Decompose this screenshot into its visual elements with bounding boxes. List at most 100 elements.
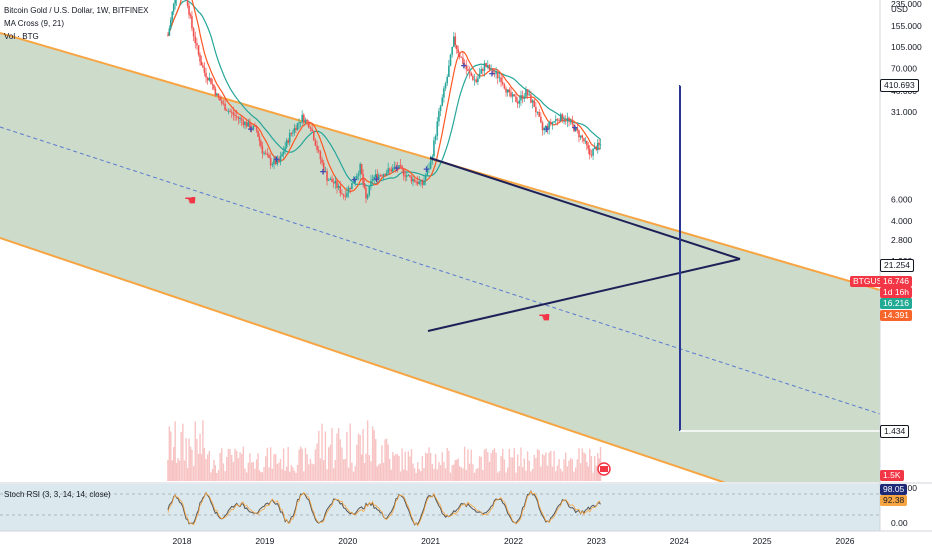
volume-bar [268,467,270,481]
rsi-legend[interactable]: Stoch RSI (3, 3, 14, 14, close) [4,490,111,499]
volume-bar [271,468,274,481]
candle-body [349,187,352,190]
candle-body [538,111,540,117]
candle-body [428,168,430,170]
volume-bar [399,471,402,481]
volume-bar [540,466,542,481]
flag-icon-stripe [600,466,608,472]
candle-body [467,69,469,71]
candle-body [327,179,330,181]
candle-body [500,77,502,83]
volume-bar [290,464,292,481]
candle-body [260,140,262,147]
volume-bar [568,460,570,481]
volume-bar [398,456,400,481]
candle-body [477,78,479,82]
candle-body [242,120,245,126]
ma-cross-legend[interactable]: MA Cross (9, 21) [4,19,65,28]
volume-bar [406,470,408,481]
candle-body [216,93,218,96]
candle-body [303,114,305,123]
volume-bar [498,471,501,481]
time-axis[interactable]: 2018 2019 2020 2021 2022 2023 2024 2025 2026 [173,536,855,546]
volume-bar [359,435,361,481]
volume-bar [208,450,211,481]
volume-bar [186,468,189,481]
candle-body [285,140,288,148]
price-tick-label: 4.000 [891,216,913,226]
currency-label: USD [891,5,908,14]
candle-body [197,45,200,55]
candle-body [249,122,251,129]
candle-body [578,130,580,138]
volume-bar [365,453,367,481]
candle-body [498,77,501,79]
rsi-tick-label: 0.00 [891,518,908,528]
candle-body [342,194,345,197]
volume-bar [269,447,272,481]
candles [167,0,602,204]
volume-bar [587,466,589,481]
volume-bar [511,457,514,481]
chart-title: Bitcoin Gold / U.S. Dollar, 1W, BITFINEX [4,6,149,15]
candle-body [230,111,233,113]
candle-body [455,45,458,50]
candle-body [172,3,175,12]
symbol-badge[interactable]: BTGUSD [850,276,892,287]
volume-bar [293,470,296,481]
volume-bar [276,464,279,481]
triangle-upper-line [429,157,741,260]
volume-bar [390,469,392,481]
candle-body [298,122,300,124]
candle-body [296,123,299,131]
candle-body [441,97,444,106]
volume-bar [478,456,481,481]
candle-body [561,114,564,121]
candle-body [281,153,283,157]
volume-bar [477,468,479,481]
candle-body [405,175,408,177]
volume-bar [433,468,435,481]
volume-bar [515,472,517,481]
candle-body [344,196,347,197]
candle-body [329,178,332,180]
volume-bar [467,449,469,481]
cross-marker: + [543,124,549,136]
volume-bar [506,467,509,481]
hand-icon: ☚ [538,309,551,325]
volume-bar [493,448,496,481]
volume-legend[interactable]: Vol · BTG [4,32,39,41]
volume-bar [279,458,282,481]
candle-body [540,116,542,123]
candle-body [495,72,497,74]
volume-bar [202,420,204,481]
time-tick-label: 2025 [753,536,772,546]
candle-body [449,54,452,66]
candle-body [366,194,369,199]
volume-bar [485,448,487,481]
candle-body [545,125,547,128]
volume-bar [249,453,251,481]
candle-body [295,127,297,131]
candle-body [448,65,450,77]
candle-body [225,110,228,112]
volume-bar [536,449,539,481]
volume-bar [444,468,447,481]
candle-body [317,149,320,152]
volume-bar [387,444,389,481]
last-price-badge: 16.746 [880,276,912,287]
candle-body [293,127,296,133]
candle-body [485,63,487,67]
volume-bar [416,462,419,481]
volume-bar [314,449,317,481]
candle-body [535,106,537,113]
ma-slow-badge: 14.391 [880,310,912,321]
candle-body [501,82,504,85]
candle-body [168,28,171,36]
candle-body [196,43,198,46]
volume-bar [362,429,364,481]
candle-body [170,19,172,29]
candle-body [434,135,437,141]
candle-body [530,94,532,103]
